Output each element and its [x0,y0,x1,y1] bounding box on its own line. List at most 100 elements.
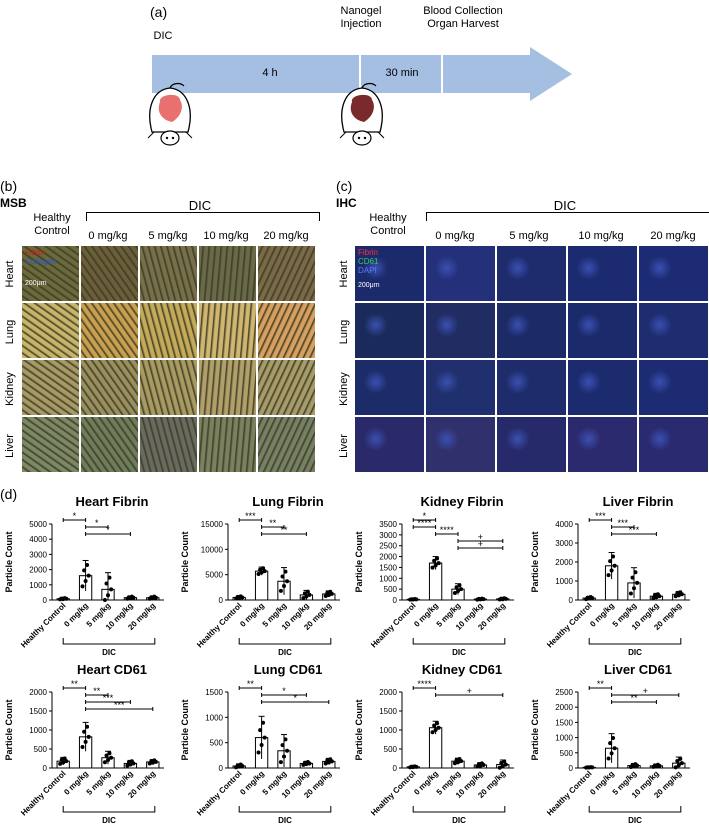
chart-title: Kidney CD61 [422,662,502,677]
y-axis-label: Particle Count [4,699,14,760]
y-tick-label: 500 [384,585,398,594]
data-point [608,741,613,746]
data-point [328,757,333,762]
data-point [86,734,91,739]
msb-row-kidney: Kidney [4,372,16,406]
msb-tile-r1-c2 [140,303,197,358]
msb-tile-r0-c1 [81,246,138,301]
panel-b-method: MSB [0,196,27,210]
y-tick-label: 1500 [205,688,223,697]
data-point [452,590,457,595]
ihc-tile-r0-c0 [355,246,424,301]
y-axis-label: Particle Count [180,699,190,760]
dic-bracket [62,638,156,645]
event-dic-text: DIC [153,30,173,42]
event-harvest-text: Blood Collection Organ Harvest [423,5,503,30]
ihc-legend: Fibrin CD61 DAPI [358,248,378,275]
y-tick-label: 2000 [379,553,397,562]
data-point [85,724,90,729]
y-tick-label: 2500 [379,542,397,551]
data-point [62,756,67,761]
panel-c-col-3: 20 mg/kg [650,230,696,242]
y-tick-label: 1000 [555,734,573,743]
ihc-tile-r2-c3 [568,360,637,415]
panel-c-col-0: 0 mg/kg [435,230,475,242]
chart-svg: Heart CD61 Particle Count 0 500 1000 1500 2000… [4,662,164,825]
panel-c-dic-bracket [426,212,709,221]
data-point [633,762,638,767]
y-tick-label: 500 [560,749,574,758]
ihc-scale-bar: 200μm [358,282,380,289]
group-label: DIC [628,816,642,825]
significance-label: * [293,693,297,703]
data-point [476,596,481,601]
data-point [149,595,154,600]
y-tick-label: 1500 [29,707,47,716]
data-point [282,584,286,589]
significance-label: ** [269,518,277,528]
data-point [459,587,464,592]
ihc-tile-r0-c1 [426,246,495,301]
y-axis-label: Particle Count [354,699,364,760]
data-point [608,559,613,564]
data-point [83,579,88,583]
msb-tile-r0-c3 [199,246,256,301]
ihc-tile-r1-c3 [568,303,637,358]
data-point [109,755,114,760]
data-point [606,756,611,761]
data-point [655,762,660,767]
data-point [635,580,640,585]
ihc-row-heart: Heart [338,260,350,288]
panel-c-method: IHC [336,196,357,210]
y-tick-label: 1000 [29,726,47,735]
chart-title: Liver CD61 [604,662,672,677]
data-point [102,760,107,765]
data-point [679,761,684,766]
y-tick-label: 1500 [379,563,397,572]
data-point [107,751,112,756]
x-tick-label: Healthy Control [195,769,243,817]
y-tick-label: 1000 [379,726,397,735]
x-tick-label: Healthy Control [545,769,593,817]
y-tick-label: 3000 [29,550,47,559]
data-point [588,765,593,770]
y-tick-label: 500 [34,745,48,754]
ihc-tile-r2-c0 [355,360,424,415]
y-tick-label: 0 [393,596,398,605]
panel-b-control-label: Healthy Control [33,212,71,237]
significance-label: * [73,511,77,521]
data-point [432,723,437,728]
data-point [152,758,157,763]
y-axis-label: Particle Count [180,531,190,592]
data-point [282,754,286,759]
y-axis-label: Particle Count [4,531,14,592]
data-point [126,595,131,600]
y-tick-label: 1000 [555,577,573,586]
ihc-tile-r3-c3 [568,417,637,472]
msb-tile-r0-c4 [258,246,315,301]
data-point [80,744,85,749]
data-point [609,751,614,756]
chart-5: Lung CD61 Particle Count 0 500 1000 1500 Healt… [176,658,356,826]
significance-label: **** [417,518,432,528]
group-label: DIC [628,648,642,657]
significance-label: * [282,686,286,696]
y-tick-label: 1000 [205,713,223,722]
chart-0: Heart Fibrin Particle Count 0 1000 2000 3000 4… [0,490,180,658]
data-point [676,763,681,768]
y-tick-label: 3000 [555,539,573,548]
duration-4h: 4 h [262,67,278,79]
chart-svg: Liver Fibrin Particle Count 0 1000 2000 3000 4… [530,494,690,657]
data-point [628,591,633,596]
data-point [606,573,611,578]
ihc-legend-fibrin: Fibrin [358,248,379,257]
y-tick-label: 5000 [29,520,47,529]
group-label: DIC [452,816,466,825]
y-tick-label: 2000 [555,703,573,712]
msb-tile-r1-c4 [258,303,315,358]
y-tick-label: 0 [569,764,574,773]
ihc-tile-r0-c3 [568,246,637,301]
y-tick-label: 15000 [201,520,224,529]
chart-7: Liver CD61 Particle Count 0 500 1000 1500 2000… [526,658,706,826]
ihc-tile-r2-c4 [639,360,708,415]
